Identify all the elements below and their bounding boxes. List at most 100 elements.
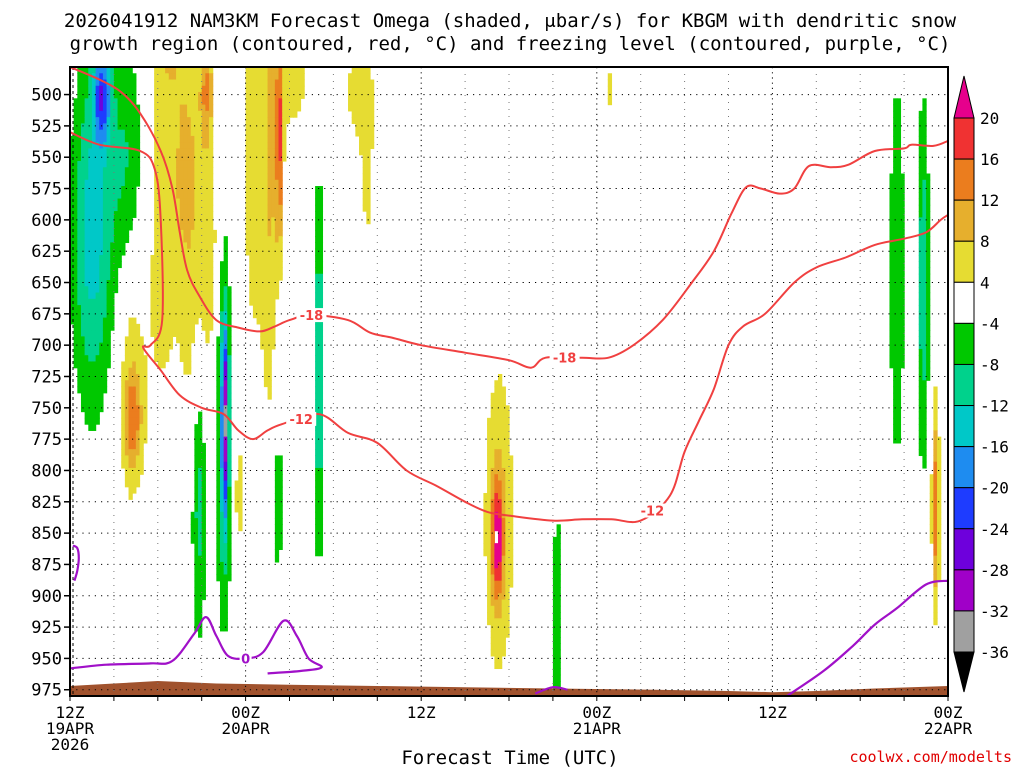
omega-cell <box>926 367 931 375</box>
omega-cell <box>102 129 108 137</box>
omega-cell <box>274 524 280 532</box>
omega-cell <box>318 380 324 388</box>
omega-cell <box>157 292 163 300</box>
omega-cell <box>110 123 115 131</box>
omega-cell <box>318 461 324 469</box>
omega-cell <box>219 273 225 281</box>
omega-cell <box>487 618 492 626</box>
omega-cell <box>128 129 133 137</box>
omega-cell <box>157 110 163 118</box>
omega-cell <box>168 267 174 275</box>
omega-cell <box>154 236 159 244</box>
omega-cell <box>351 79 356 87</box>
omega-cell <box>161 229 166 237</box>
omega-cell <box>132 73 137 81</box>
omega-cell <box>252 160 258 168</box>
omega-cell <box>274 286 280 294</box>
omega-cell <box>88 411 93 419</box>
omega-cell <box>271 117 276 124</box>
omega-cell <box>487 461 492 469</box>
omega-cell <box>267 367 272 375</box>
omega-cell <box>190 229 195 237</box>
omega-cell <box>893 261 898 269</box>
omega-cell <box>135 411 141 419</box>
omega-cell <box>501 568 506 576</box>
omega-cell <box>498 461 503 469</box>
omega-cell <box>198 630 203 638</box>
omega-cell <box>260 198 265 206</box>
omega-cell <box>194 160 199 168</box>
omega-cell <box>161 217 166 225</box>
omega-cell <box>198 98 203 106</box>
omega-cell <box>889 292 894 300</box>
omega-cell <box>88 380 93 388</box>
omega-cell <box>490 486 495 494</box>
omega-cell <box>198 129 203 137</box>
omega-cell <box>84 223 89 231</box>
pressure-tick-label: 700 <box>31 336 62 356</box>
omega-cell <box>223 486 228 494</box>
omega-cell <box>362 117 367 124</box>
omega-cell <box>88 286 93 294</box>
omega-cell <box>99 236 104 244</box>
omega-cell <box>494 411 499 419</box>
omega-cell <box>172 204 177 212</box>
omega-cell <box>505 436 510 444</box>
omega-cell <box>494 662 499 670</box>
omega-cell <box>132 317 137 325</box>
omega-cell <box>267 104 272 112</box>
omega-cell <box>194 543 199 550</box>
omega-cell <box>84 192 89 200</box>
omega-cell <box>315 330 320 337</box>
omega-cell <box>487 586 492 594</box>
omega-cell <box>922 286 927 294</box>
omega-cell <box>267 179 272 187</box>
omega-cell <box>209 248 214 256</box>
omega-cell <box>209 254 214 262</box>
omega-cell <box>84 186 89 193</box>
omega-cell <box>70 280 75 287</box>
omega-cell <box>552 555 558 563</box>
omega-cell <box>132 336 137 344</box>
omega-cell <box>900 336 905 344</box>
omega-cell <box>252 192 258 200</box>
omega-cell <box>73 223 78 231</box>
omega-cell <box>922 110 927 118</box>
omega-cell <box>260 298 265 306</box>
omega-cell <box>165 280 170 287</box>
omega-cell <box>91 261 97 269</box>
omega-cell <box>157 298 163 306</box>
omega-cell <box>893 98 898 106</box>
omega-cell <box>922 311 927 319</box>
omega-cell <box>70 211 75 218</box>
omega-cell <box>260 79 265 87</box>
omega-cell <box>252 261 258 269</box>
omega-cell <box>99 348 104 356</box>
omega-cell <box>922 261 927 269</box>
omega-cell <box>157 355 163 363</box>
omega-cell <box>498 386 503 394</box>
omega-cell <box>209 305 214 312</box>
omega-cell <box>355 67 360 74</box>
omega-cell <box>73 186 78 193</box>
omega-cell <box>135 424 141 431</box>
omega-cell <box>135 455 141 463</box>
omega-cell <box>77 280 82 287</box>
omega-cell <box>278 242 283 250</box>
colorbar-label: -8 <box>980 355 999 374</box>
omega-cell <box>124 386 130 394</box>
omega-cell <box>498 417 503 425</box>
omega-cell <box>95 254 100 262</box>
omega-cell <box>91 267 97 275</box>
omega-cell <box>198 135 203 143</box>
omega-cell <box>274 211 280 218</box>
omega-cell <box>91 355 97 363</box>
omega-cell <box>102 117 108 124</box>
omega-cell <box>161 148 166 156</box>
omega-cell <box>198 236 203 244</box>
omega-cell <box>501 455 506 463</box>
omega-cell <box>91 160 97 168</box>
omega-cell <box>70 160 75 168</box>
omega-cell <box>893 286 898 294</box>
omega-cell <box>88 186 93 193</box>
